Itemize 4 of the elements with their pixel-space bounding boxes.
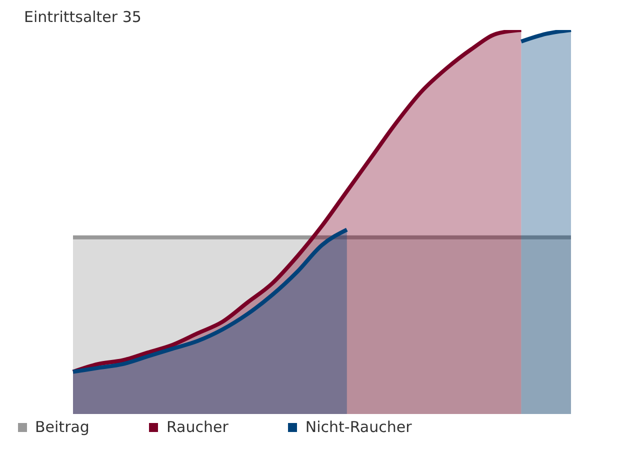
legend-label: Beitrag (34, 418, 90, 436)
legend-label: Nicht-Raucher (304, 418, 412, 436)
chart-subtitle: Eintrittsalter 35 (23, 8, 142, 26)
legend-label: Raucher (165, 418, 228, 436)
